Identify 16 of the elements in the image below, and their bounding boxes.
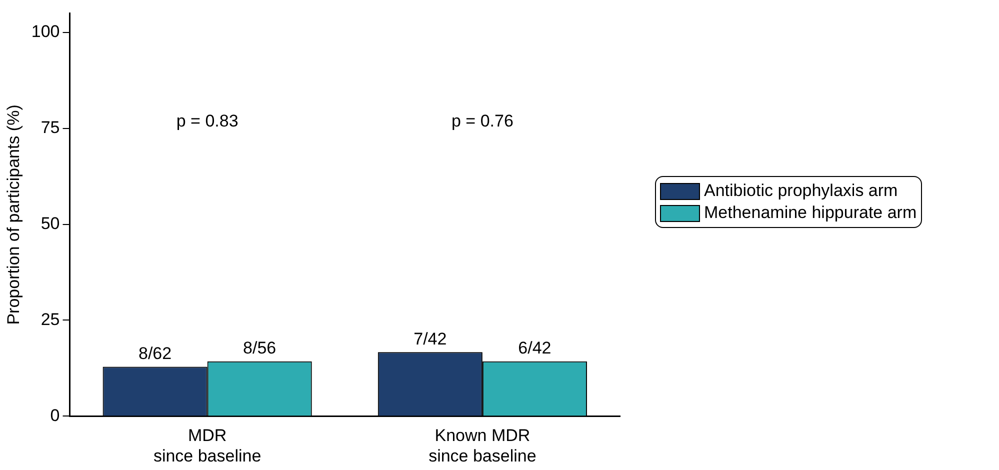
data-label: 8/62 bbox=[138, 344, 172, 363]
legend-label: Methenamine hippurate arm bbox=[704, 202, 917, 224]
y-tick-label: 100 bbox=[31, 22, 60, 42]
x-tick-label: Known MDR since baseline bbox=[428, 426, 536, 466]
x-tick-label: MDR since baseline bbox=[153, 426, 262, 466]
y-tick-label: 0 bbox=[50, 406, 60, 425]
data-label: 7/42 bbox=[414, 329, 447, 348]
annotation: p = 0.76 bbox=[451, 112, 514, 131]
y-tick-label: 25 bbox=[40, 310, 60, 329]
y-tick-label: 50 bbox=[40, 214, 60, 233]
y-tick-label: 75 bbox=[40, 118, 60, 138]
data-label: 6/42 bbox=[518, 338, 552, 358]
annotation: p = 0.83 bbox=[176, 112, 238, 131]
data-label: 8/56 bbox=[243, 338, 276, 358]
legend-label: Antibiotic prophylaxis arm bbox=[704, 180, 898, 202]
y-axis-title: Proportion of participants (%) bbox=[4, 104, 23, 325]
